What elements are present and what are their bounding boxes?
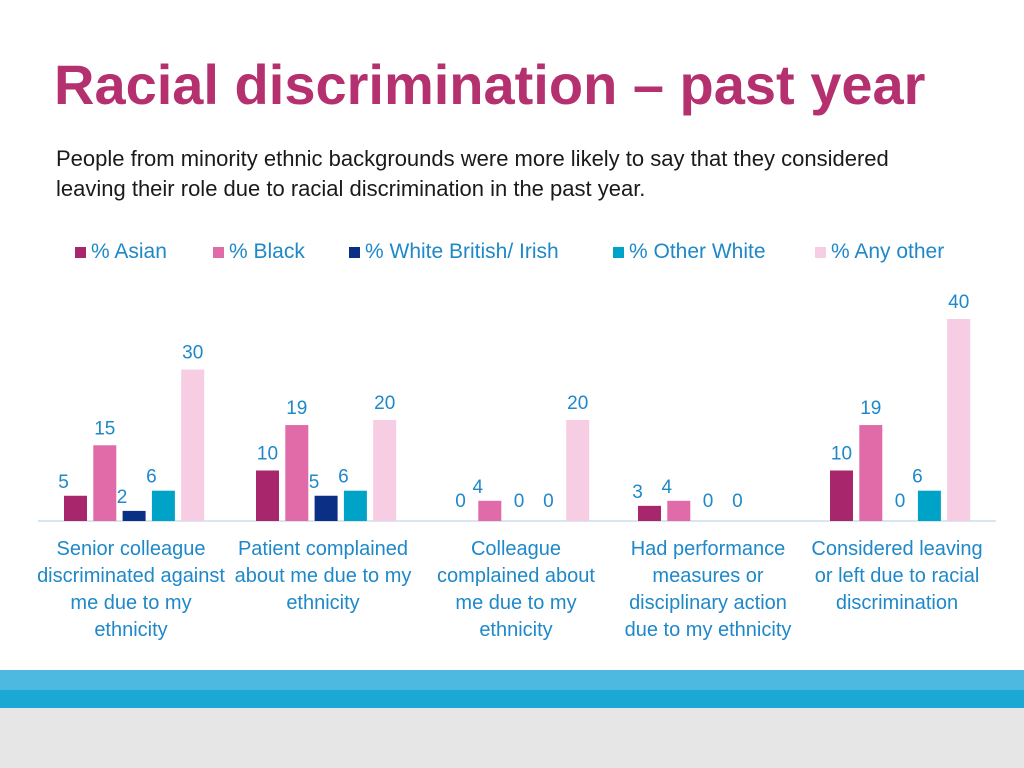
- bar-white-british-irish-cat-2: [314, 495, 338, 521]
- bar-any-other-cat-3: [566, 420, 590, 521]
- value-label-black-cat-4: 4: [662, 477, 673, 498]
- value-label-white-british-irish-cat-3: 0: [514, 491, 525, 512]
- value-label-any-other-cat-2: 20: [374, 393, 395, 414]
- category-label-colleague-complained: Colleague complained about me due to my …: [437, 538, 595, 641]
- value-label-asian-cat-1: 5: [58, 472, 69, 493]
- footer-band-dark: [0, 690, 1024, 708]
- bar-black-cat-3: [478, 500, 502, 521]
- legend-item-black: % Black: [213, 240, 305, 264]
- value-label-black-cat-1: 15: [94, 418, 115, 439]
- legend-item-asian: % Asian: [75, 240, 167, 264]
- value-label-white-british-irish-cat-4: 0: [703, 491, 714, 512]
- page-title: Racial discrimination – past year: [54, 53, 926, 116]
- legend-item-other-white: % Other White: [613, 240, 766, 264]
- bar-asian-cat-2: [256, 470, 279, 521]
- value-label-black-cat-5: 19: [860, 398, 881, 419]
- legend-label-other-white: % Other White: [629, 240, 766, 263]
- subtitle: People from minority ethnic backgrounds …: [56, 146, 889, 201]
- bar-other-white-cat-2: [343, 490, 367, 521]
- value-label-asian-cat-2: 10: [257, 444, 278, 465]
- bar-other-white-cat-5: [917, 490, 941, 521]
- legend-swatch-any-other: [815, 246, 826, 258]
- value-label-asian-cat-4: 3: [632, 482, 643, 503]
- bar-other-white-cat-1: [151, 490, 175, 521]
- value-label-black-cat-2: 19: [286, 398, 307, 419]
- value-label-white-british-irish-cat-5: 0: [895, 491, 906, 512]
- legend-label-any-other: % Any other: [831, 240, 945, 263]
- bar-asian-cat-1: [64, 495, 87, 521]
- value-label-white-british-irish-cat-2: 5: [309, 472, 320, 493]
- value-label-any-other-cat-1: 30: [182, 343, 203, 364]
- bar-any-other-cat-1: [181, 369, 205, 521]
- bar-black-cat-5: [859, 425, 883, 521]
- bar-black-cat-2: [285, 425, 309, 521]
- legend-swatch-black: [213, 246, 224, 258]
- category-label-senior-colleague: Senior colleague discriminated against m…: [37, 538, 225, 641]
- bar-any-other-cat-2: [373, 420, 397, 521]
- value-label-white-british-irish-cat-1: 2: [117, 487, 128, 508]
- value-label-asian-cat-5: 10: [831, 444, 852, 465]
- value-label-other-white-cat-3: 0: [543, 491, 554, 512]
- bar-asian-cat-4: [638, 505, 661, 521]
- bar-black-cat-1: [93, 445, 117, 521]
- chart-legend: % Asian % Black % White British/ Irish %…: [0, 240, 1024, 270]
- legend-item-any-other: % Any other: [815, 240, 944, 264]
- legend-item-white-british-irish: % White British/ Irish: [349, 240, 559, 264]
- value-label-other-white-cat-2: 6: [338, 467, 349, 488]
- legend-swatch-asian: [75, 246, 86, 258]
- value-label-any-other-cat-3: 20: [567, 393, 588, 414]
- legend-label-asian: % Asian: [91, 240, 167, 263]
- legend-label-white-british-irish: % White British/ Irish: [365, 240, 559, 263]
- bar-white-british-irish-cat-1: [122, 510, 146, 521]
- value-label-other-white-cat-5: 6: [912, 467, 923, 488]
- value-label-black-cat-3: 4: [473, 477, 484, 498]
- value-label-other-white-cat-4: 0: [732, 491, 743, 512]
- bar-asian-cat-5: [830, 470, 853, 521]
- bar-any-other-cat-5: [947, 319, 971, 521]
- bar-black-cat-4: [667, 500, 691, 521]
- footer-band-light: [0, 670, 1024, 690]
- value-label-any-other-cat-5: 40: [948, 292, 969, 313]
- footer-band-grey: [0, 708, 1024, 768]
- value-label-other-white-cat-1: 6: [146, 467, 157, 488]
- legend-swatch-other-white: [613, 246, 624, 258]
- value-label-asian-cat-3: 0: [455, 491, 466, 512]
- legend-swatch-white-british-irish: [349, 246, 360, 258]
- category-label-patient-complained: Patient complained about me due to my et…: [234, 538, 412, 614]
- legend-label-black: % Black: [229, 240, 305, 263]
- category-label-considered-leaving: Considered leaving or left due to racial…: [811, 538, 983, 614]
- category-label-performance-measures: Had performance measures or disciplinary…: [624, 538, 792, 641]
